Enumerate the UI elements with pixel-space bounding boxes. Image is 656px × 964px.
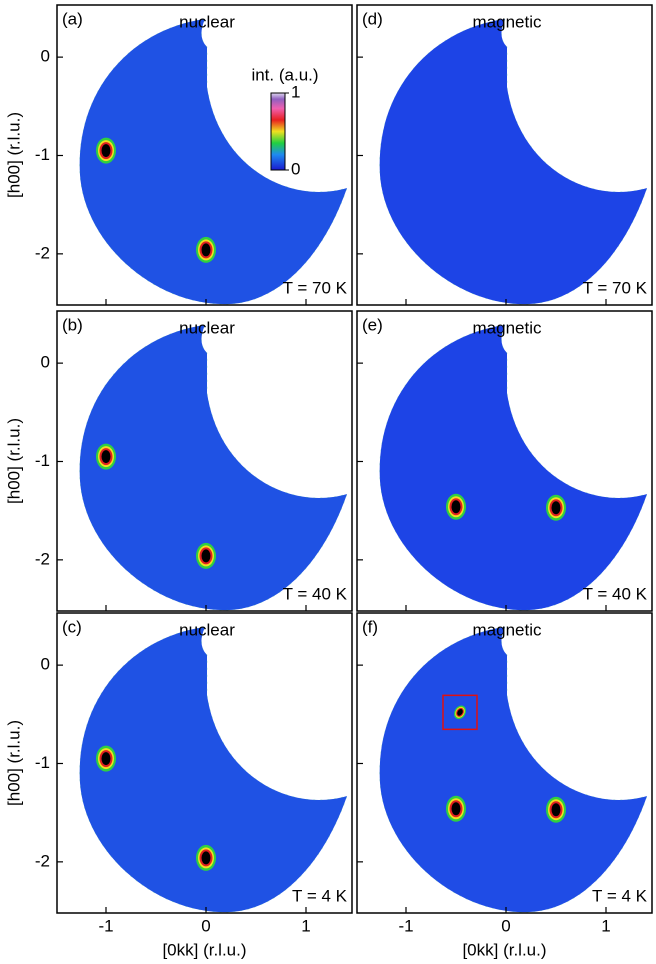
x-axis-label: [0kk] (r.l.u.)	[162, 940, 246, 959]
bragg-peak	[451, 802, 461, 816]
texture	[79, 626, 348, 913]
texture	[379, 18, 648, 305]
temperature-label: T = 70 K	[283, 278, 348, 297]
bragg-peak	[101, 752, 111, 766]
panel-title: nuclear	[179, 318, 235, 337]
x-tick-label: 0	[201, 916, 210, 935]
bragg-peak	[551, 501, 561, 515]
bragg-peak	[201, 243, 211, 257]
panel: 0 -1 -2 [h00] (r.l.u.) (a) nuclear T = 70 K int…	[4, 4, 353, 306]
y-tick-label: -1	[35, 451, 50, 470]
panel-label: (d)	[362, 9, 383, 28]
colorbar-tick-label: 1	[291, 82, 300, 101]
bragg-peak	[551, 803, 561, 817]
y-tick-label: -2	[35, 243, 50, 262]
panel-label: (a)	[62, 9, 83, 28]
highlight-box	[442, 694, 478, 731]
temperature-label: T = 40 K	[583, 584, 648, 603]
panel-label: (e)	[362, 315, 383, 334]
y-tick-label: -2	[35, 549, 50, 568]
y-tick-label: 0	[41, 47, 50, 66]
panel: -1 0 1 [0kk] (r.l.u.) (f) magnetic T = 4 K	[356, 612, 653, 959]
coverage-map	[379, 19, 647, 305]
coverage-map	[79, 325, 347, 611]
panel: (e) magnetic T = 40 K	[356, 310, 653, 612]
x-axis-label: [0kk] (r.l.u.)	[462, 940, 546, 959]
bragg-peak	[201, 549, 211, 563]
y-tick-label: -2	[35, 851, 50, 870]
coverage-map	[79, 19, 347, 305]
panel-label: (b)	[62, 315, 83, 334]
panel: -1 0 1 0 -1 -2 [h00] (r.l.u.) [0kk] (r.l.u.) (c)…	[4, 612, 353, 959]
y-tick-label: 0	[41, 353, 50, 372]
texture	[79, 18, 348, 305]
temperature-label: T = 70 K	[583, 278, 648, 297]
panel: (d) magnetic T = 70 K	[356, 4, 653, 306]
panel-title: magnetic	[473, 12, 542, 31]
panel-label: (c)	[62, 617, 82, 636]
y-axis-label: [h00] (r.l.u.)	[4, 418, 23, 504]
bragg-peak	[457, 709, 463, 716]
panel-title: nuclear	[179, 620, 235, 639]
y-axis-label: [h00] (r.l.u.)	[4, 112, 23, 198]
temperature-label: T = 4 K	[292, 886, 348, 905]
y-tick-label: -1	[35, 145, 50, 164]
texture	[379, 626, 648, 913]
panel-title: magnetic	[473, 318, 542, 337]
x-tick-label: 0	[501, 916, 510, 935]
texture	[79, 324, 348, 611]
coverage-map	[379, 627, 647, 913]
bragg-peak	[451, 500, 461, 514]
colorbar-tick-label: 0	[291, 159, 300, 178]
colorbar	[270, 92, 286, 171]
y-tick-label: -1	[35, 753, 50, 772]
coverage-map	[379, 325, 647, 611]
y-tick-label: 0	[41, 655, 50, 674]
x-tick-label: -1	[398, 916, 413, 935]
texture	[379, 324, 648, 611]
temperature-label: T = 40 K	[283, 584, 348, 603]
x-tick-label: 1	[601, 916, 610, 935]
bragg-peak	[201, 851, 211, 865]
colorbar-label: int. (a.u.)	[251, 65, 318, 84]
panel: 0 -1 -2 [h00] (r.l.u.) (b) nuclear T = 40 K	[4, 310, 353, 612]
panel-title: nuclear	[179, 12, 235, 31]
panel-label: (f)	[362, 617, 378, 636]
coverage-map	[79, 627, 347, 913]
bragg-peak	[101, 144, 111, 158]
y-axis-label: [h00] (r.l.u.)	[4, 720, 23, 806]
x-tick-label: 1	[301, 916, 310, 935]
x-tick-label: -1	[98, 916, 113, 935]
panel-title: magnetic	[473, 620, 542, 639]
bragg-peak	[101, 450, 111, 464]
temperature-label: T = 4 K	[592, 886, 648, 905]
